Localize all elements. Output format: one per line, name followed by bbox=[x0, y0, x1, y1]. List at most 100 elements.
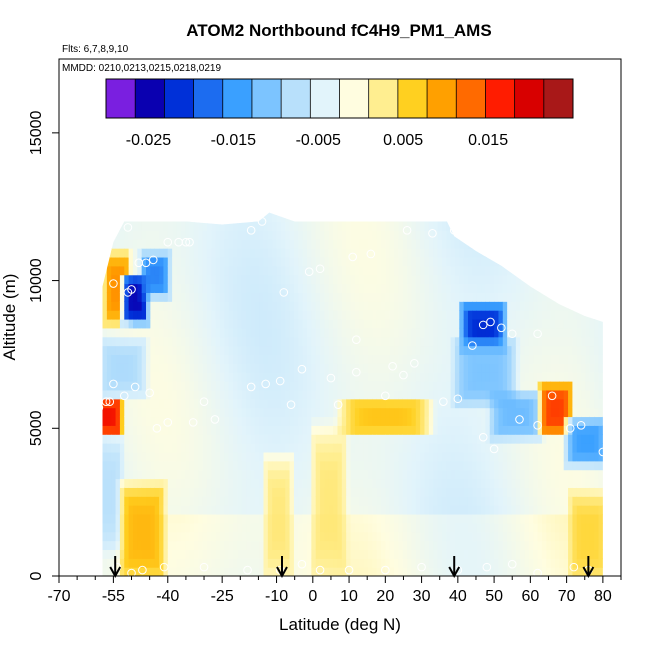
heatmap-cell bbox=[320, 469, 326, 480]
heatmap-cell bbox=[441, 372, 447, 382]
heatmap-cell bbox=[467, 513, 473, 524]
heatmap-cell bbox=[132, 487, 138, 497]
heatmap-cell bbox=[128, 212, 134, 223]
heatmap-cell bbox=[359, 372, 365, 382]
heatmap-cell bbox=[428, 310, 434, 320]
heatmap-cell bbox=[202, 381, 208, 391]
heatmap-cell bbox=[302, 283, 308, 293]
heatmap-cell bbox=[172, 327, 178, 338]
heatmap-cell bbox=[324, 558, 330, 568]
heatmap-cell bbox=[533, 345, 539, 356]
heatmap-cell bbox=[511, 363, 517, 373]
heatmap-cell bbox=[293, 389, 299, 400]
heatmap-cell bbox=[498, 345, 504, 356]
heatmap-cell bbox=[146, 407, 151, 418]
heatmap-cell bbox=[237, 505, 243, 515]
heatmap-cell bbox=[502, 327, 508, 338]
heatmap-cell bbox=[276, 283, 282, 293]
heatmap-cell bbox=[307, 460, 312, 471]
heatmap-cell bbox=[228, 469, 234, 480]
heatmap-cell bbox=[533, 318, 539, 329]
heatmap-cell bbox=[206, 345, 212, 356]
heatmap-cell bbox=[424, 256, 430, 267]
heatmap-cell bbox=[124, 505, 130, 515]
heatmap-cell bbox=[546, 478, 552, 488]
heatmap-cell bbox=[389, 363, 395, 373]
heatmap-cell bbox=[146, 434, 151, 444]
heatmap-cell bbox=[537, 425, 543, 435]
heatmap-cell bbox=[215, 221, 221, 231]
heatmap-cell bbox=[137, 496, 143, 506]
heatmap-cell bbox=[311, 230, 317, 240]
heatmap-cell bbox=[254, 301, 260, 311]
heatmap-cell bbox=[485, 567, 491, 576]
heatmap-cell bbox=[550, 460, 556, 471]
heatmap-cell bbox=[380, 274, 386, 285]
heatmap-cell bbox=[407, 239, 413, 249]
heatmap-cell bbox=[420, 212, 426, 214]
heatmap-cell bbox=[324, 212, 330, 223]
heatmap-cell bbox=[150, 531, 156, 542]
heatmap-cell bbox=[507, 318, 513, 329]
heatmap-cell bbox=[389, 407, 395, 418]
colorbar-tick-label: -0.015 bbox=[211, 132, 256, 149]
heatmap-cell bbox=[267, 478, 273, 488]
heatmap-cell bbox=[337, 248, 343, 258]
heatmap-cell bbox=[511, 274, 517, 285]
heatmap-cell bbox=[394, 531, 399, 542]
heatmap-cell bbox=[324, 239, 330, 249]
heatmap-cell bbox=[350, 522, 356, 533]
heatmap-cell bbox=[515, 230, 521, 240]
heatmap-cell bbox=[159, 372, 165, 382]
heatmap-cell bbox=[276, 505, 282, 515]
heatmap-cell bbox=[324, 567, 330, 576]
heatmap-cell bbox=[106, 478, 112, 488]
heatmap-cell bbox=[454, 487, 460, 497]
heatmap-cell bbox=[307, 505, 312, 515]
heatmap-cell bbox=[315, 372, 321, 382]
heatmap-cell bbox=[459, 239, 465, 249]
heatmap-cell bbox=[224, 460, 230, 471]
heatmap-cell bbox=[215, 496, 221, 506]
heatmap-cell bbox=[511, 434, 517, 444]
heatmap-cell bbox=[585, 363, 591, 373]
heatmap-cell bbox=[385, 558, 391, 568]
heatmap-cell bbox=[476, 460, 482, 471]
heatmap-cell bbox=[524, 567, 530, 576]
heatmap-cell bbox=[467, 381, 473, 391]
heatmap-cell bbox=[507, 283, 513, 293]
heatmap-cell bbox=[141, 283, 147, 293]
heatmap-cell bbox=[276, 416, 282, 426]
heatmap-cell bbox=[250, 265, 256, 276]
heatmap-cell bbox=[250, 478, 256, 488]
heatmap-cell bbox=[376, 425, 382, 435]
heatmap-cell bbox=[241, 239, 247, 249]
heatmap-cell bbox=[141, 469, 147, 480]
heatmap-cell bbox=[315, 283, 321, 293]
heatmap-cell bbox=[467, 265, 473, 276]
heatmap-cell bbox=[106, 522, 112, 533]
heatmap-cell bbox=[389, 318, 395, 329]
heatmap-cell bbox=[267, 212, 273, 214]
heatmap-cell bbox=[581, 256, 587, 267]
heatmap-cell bbox=[302, 407, 308, 418]
heatmap-cell bbox=[167, 443, 173, 453]
heatmap-cell bbox=[263, 513, 269, 524]
heatmap-cell bbox=[272, 416, 278, 426]
heatmap-cell bbox=[437, 513, 443, 524]
heatmap-cell bbox=[428, 389, 434, 400]
heatmap-cell bbox=[350, 531, 356, 542]
heatmap-cell bbox=[563, 212, 569, 223]
heatmap-cell bbox=[233, 425, 238, 435]
heatmap-cell bbox=[307, 327, 312, 338]
heatmap-cell bbox=[563, 327, 569, 338]
heatmap-cell bbox=[211, 540, 217, 551]
heatmap-cell bbox=[272, 239, 278, 249]
heatmap-cell bbox=[219, 310, 225, 320]
heatmap-cell bbox=[246, 540, 252, 551]
heatmap-cell bbox=[167, 327, 173, 338]
heatmap-cell bbox=[132, 478, 138, 488]
heatmap-cell bbox=[111, 221, 117, 231]
heatmap-cell bbox=[289, 460, 295, 471]
heatmap-cell bbox=[328, 301, 334, 311]
